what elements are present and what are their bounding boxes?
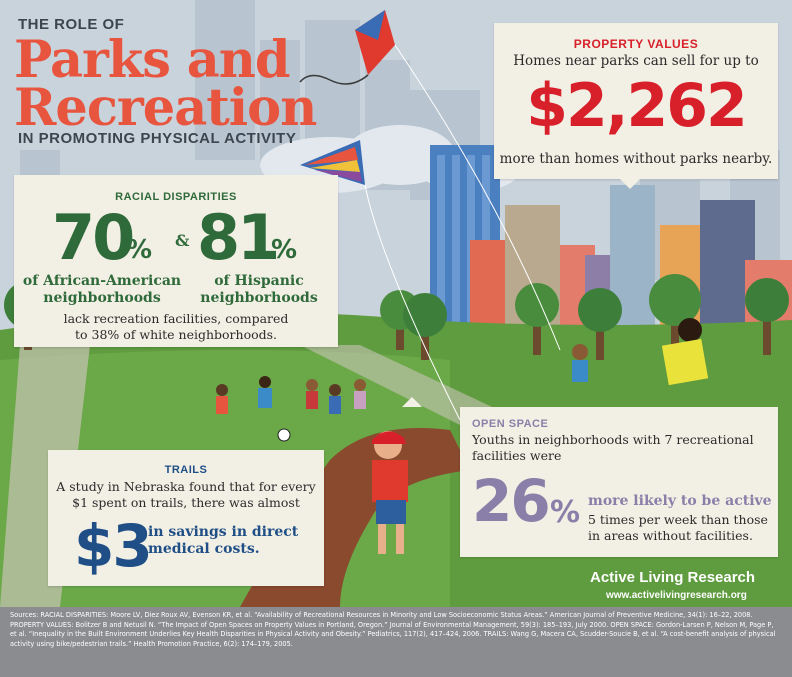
racial-stat-african-american: 70 bbox=[52, 201, 135, 274]
buildings-icon bbox=[430, 145, 792, 350]
racial-stat1-percent: % bbox=[126, 235, 153, 265]
property-amount: $2,262 bbox=[526, 71, 748, 141]
racial-stat-hispanic: 81 bbox=[197, 201, 280, 274]
racial-group2: of Hispanic neighborhoods bbox=[189, 273, 329, 307]
trails-savings: in savings in direct medical costs. bbox=[148, 524, 318, 558]
open-space-stat-percent: % bbox=[550, 495, 581, 530]
racial-note-line2: to 38% of white neighborhoods. bbox=[74, 327, 278, 342]
trails-text: A study in Nebraska found that for every… bbox=[48, 479, 324, 511]
open-space-highlight: more likely to be active bbox=[588, 493, 772, 509]
brand-name: Active Living Research bbox=[590, 569, 756, 586]
racial-group1: of African-American neighborhoods bbox=[22, 273, 182, 307]
trails-text-line2: $1 spent on trails, there was almost bbox=[72, 495, 300, 510]
open-space-detail-line2: in areas without facilities. bbox=[588, 528, 753, 543]
open-space-text-line2: facilities were bbox=[472, 448, 562, 463]
kite-red-icon bbox=[299, 10, 561, 351]
kite-striped-icon bbox=[300, 140, 461, 421]
open-space-card: OPEN SPACE Youths in neighborhoods with … bbox=[460, 407, 778, 557]
trails-text-line1: A study in Nebraska found that for every bbox=[56, 479, 316, 494]
racial-note-line1: lack recreation facilities, compared bbox=[63, 311, 289, 326]
open-space-detail-line1: 5 times per week than those bbox=[588, 512, 768, 527]
property-outro: more than homes without parks nearby. bbox=[499, 151, 773, 167]
trails-card: TRAILS A study in Nebraska found that fo… bbox=[48, 450, 324, 586]
children-playing-icon bbox=[216, 376, 366, 414]
open-space-label: OPEN SPACE bbox=[472, 418, 549, 430]
trails-amount: $3 bbox=[74, 512, 153, 580]
racial-group1-line1: of African-American bbox=[22, 273, 182, 289]
trails-savings-line1: in savings in direct bbox=[148, 524, 299, 540]
racial-ampersand: & bbox=[175, 231, 190, 250]
title-line-parks: Parks and bbox=[14, 30, 290, 90]
property-card-pointer bbox=[620, 179, 640, 189]
open-space-card-pointer bbox=[402, 397, 422, 407]
racial-note: lack recreation facilities, compared to … bbox=[14, 311, 338, 343]
open-space-stat: 26 bbox=[472, 467, 551, 535]
brand-url[interactable]: www.activelivingresearch.org bbox=[606, 590, 747, 601]
racial-group2-line2: neighborhoods bbox=[200, 290, 318, 306]
trails-label: TRAILS bbox=[164, 464, 208, 476]
racial-group2-line1: of Hispanic bbox=[214, 273, 304, 289]
racial-label: RACIAL DISPARITIES bbox=[115, 191, 237, 203]
property-values-card: PROPERTY VALUES Homes near parks can sel… bbox=[494, 23, 778, 179]
racial-disparities-card: RACIAL DISPARITIES 70 % & 81 % of Africa… bbox=[14, 175, 338, 347]
racial-stat2-percent: % bbox=[271, 235, 298, 265]
soccer-ball-icon bbox=[277, 428, 291, 442]
boy-running-icon bbox=[372, 431, 408, 554]
open-space-text: Youths in neighborhoods with 7 recreatio… bbox=[472, 432, 772, 464]
racial-group1-line2: neighborhoods bbox=[43, 290, 161, 306]
sources-bar bbox=[0, 607, 792, 677]
property-intro: Homes near parks can sell for up to bbox=[513, 53, 759, 69]
property-values-label: PROPERTY VALUES bbox=[573, 37, 699, 51]
title-kicker: THE ROLE OF bbox=[18, 16, 125, 33]
title-subtitle: IN PROMOTING PHYSICAL ACTIVITY bbox=[18, 130, 297, 147]
sources-text: Sources: RACIAL DISPARITIES: Moore LV, D… bbox=[10, 611, 776, 648]
open-space-detail: 5 times per week than those in areas wit… bbox=[588, 512, 773, 544]
trails-savings-line2: medical costs. bbox=[148, 541, 260, 557]
title-line-recreation: Recreation bbox=[14, 78, 317, 138]
open-space-text-line1: Youths in neighborhoods with 7 recreatio… bbox=[472, 432, 754, 447]
